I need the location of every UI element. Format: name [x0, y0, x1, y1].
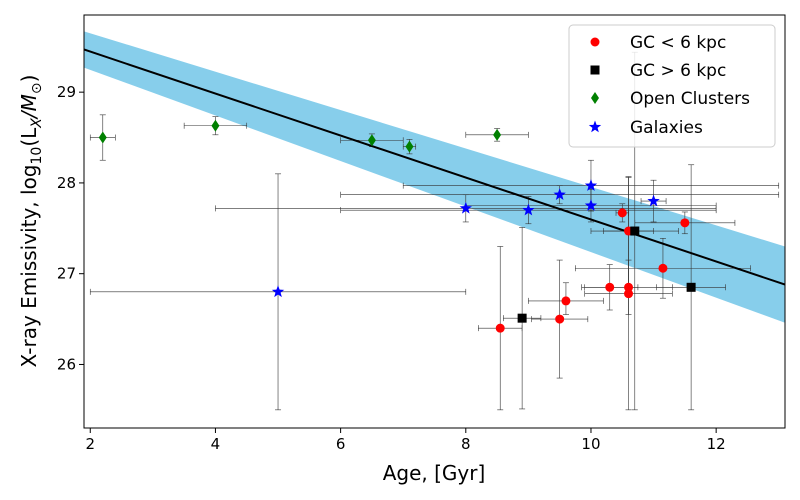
fit-line	[84, 48, 785, 286]
point-s2-p3	[405, 140, 414, 153]
y-tick-label-28: 28	[57, 174, 76, 192]
point-s1-p1	[630, 226, 640, 236]
marker-layer	[98, 119, 696, 333]
point-s3-p3	[553, 188, 566, 200]
point-s0-p8	[658, 263, 668, 273]
legend-marker-s2	[591, 92, 599, 104]
point-s1-p0	[517, 313, 527, 323]
y-axis-label-text: X-ray Emissivity, log	[17, 164, 41, 367]
y-axis-label-sun: ⊙	[29, 82, 45, 94]
x-tick-label-10: 10	[581, 435, 600, 453]
y-tick-label-29: 29	[57, 83, 76, 101]
point-s0-p4	[624, 282, 634, 292]
legend-label-open-clusters: Open Clusters	[630, 89, 750, 109]
point-s3-p1	[459, 201, 472, 214]
y-axis-label: X-ray Emissivity, log10(LX/M⊙)	[17, 75, 45, 368]
legend-marker-s1	[590, 65, 600, 75]
point-s3-p6	[647, 194, 660, 207]
point-s0-p6	[617, 208, 627, 218]
point-s0-p0	[495, 323, 505, 333]
point-s1-p2	[686, 282, 696, 292]
fit-line-layer	[84, 48, 785, 286]
point-s0-p3	[605, 282, 615, 292]
x-tick-label-2: 2	[85, 435, 95, 453]
point-s2-p1	[211, 119, 220, 132]
x-axis-label: Age, [Gyr]	[383, 461, 486, 485]
point-s0-p9	[680, 218, 690, 228]
point-s2-p0	[98, 131, 107, 144]
x-tick-label-4: 4	[211, 435, 221, 453]
y-tick-label-27: 27	[57, 265, 76, 283]
point-s3-p2	[522, 203, 535, 216]
y-axis-label-math-sub: X	[29, 118, 45, 129]
fit-band	[84, 31, 785, 323]
legend: GC < 6 kpc GC > 6 kpc Open Clusters Gala…	[568, 24, 776, 148]
x-tick-label-6: 6	[336, 435, 346, 453]
y-axis-label-close: )	[17, 75, 41, 83]
point-s0-p2	[561, 296, 571, 306]
legend-marker-s3	[588, 120, 602, 133]
x-tick-label-8: 8	[461, 435, 471, 453]
tick-layer: 2 4 6 8 10 12 26 27 28 29	[57, 83, 726, 453]
y-axis-label-math: (L	[17, 127, 41, 147]
fit-band-layer	[84, 31, 785, 323]
legend-markers	[588, 37, 602, 133]
y-axis-label-math-tail: /M	[17, 94, 41, 120]
legend-label-galaxies: Galaxies	[630, 118, 703, 138]
x-tick-label-12: 12	[707, 435, 726, 453]
point-s3-p4	[584, 179, 598, 191]
point-s0-p1	[555, 314, 565, 324]
point-s2-p4	[493, 128, 502, 141]
point-s0-p5	[624, 289, 634, 299]
point-s3-p5	[584, 199, 598, 211]
legend-label-gc-inner: GC < 6 kpc	[630, 33, 726, 53]
plot-frame	[83, 14, 786, 429]
legend-label-gc-outer: GC > 6 kpc	[630, 61, 726, 81]
point-s3-p0	[271, 285, 285, 298]
point-s2-p2	[367, 134, 376, 147]
y-axis-label-sub: 10	[29, 147, 45, 165]
legend-box	[568, 24, 776, 148]
y-tick-label-26: 26	[57, 355, 76, 373]
legend-marker-s0	[590, 37, 600, 47]
